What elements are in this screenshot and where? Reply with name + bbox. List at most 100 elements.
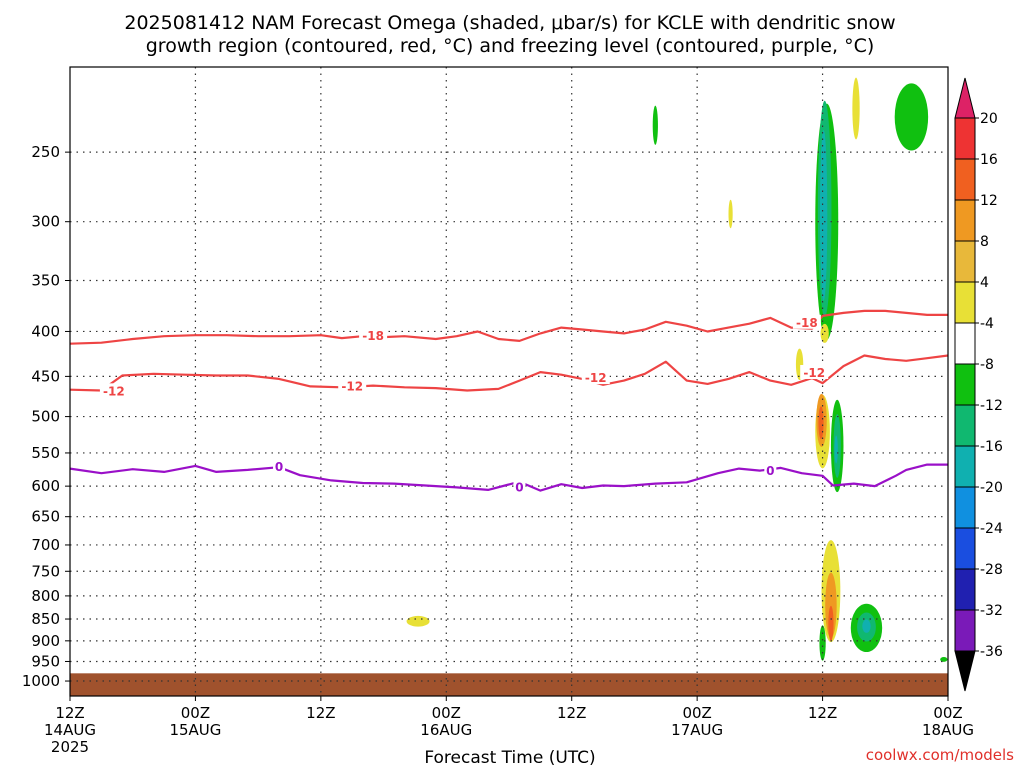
- y-tick-label-450: 450: [31, 367, 60, 385]
- y-tick-label-300: 300: [31, 213, 60, 231]
- colorbar-box-2: [954, 199, 976, 242]
- y-tick-label-650: 650: [31, 508, 60, 526]
- contour-label-bg-2: [99, 383, 128, 398]
- chart-title-line1: 2025081412 NAM Forecast Omega (shaded, μ…: [124, 12, 895, 34]
- colorbar-box-11: [954, 568, 976, 611]
- chart-title-line2: growth region (contoured, red, °C) and f…: [146, 35, 875, 57]
- colorbar-box-8: [954, 445, 976, 488]
- x-tick-label-6-1: 12Z: [808, 704, 837, 722]
- x-tick-label-5-2: 17AUG: [671, 721, 723, 739]
- x-tick-label-2-1: 12Z: [306, 704, 335, 722]
- x-axis-label: Forecast Time (UTC): [424, 748, 595, 768]
- plot-area: 250 300 350 400 450 500 550 600 650 700 750 800 850 9…: [22, 66, 974, 756]
- omega-patch-11: [818, 406, 824, 440]
- contour-label-bg-6: [273, 459, 286, 474]
- colorbar-label-9: -20: [980, 480, 1003, 496]
- omega-patch-3: [894, 83, 929, 151]
- colorbar-label-13: -36: [980, 644, 1003, 660]
- x-tick-label-7-1: 00Z: [933, 704, 962, 722]
- contour-label-bg-5: [800, 364, 829, 379]
- omega-shading: [406, 77, 948, 662]
- colorbar-box-1: [954, 158, 976, 201]
- omega-patch-22: [406, 615, 430, 627]
- y-tick-label-800: 800: [31, 587, 60, 605]
- contour-label-bg-3: [338, 378, 367, 393]
- colorbar-box-5: [954, 322, 976, 365]
- x-tick-label-0-3: 2025: [51, 738, 89, 756]
- y-tick-label-500: 500: [31, 408, 60, 426]
- colorbar-box-12: [954, 609, 976, 652]
- colorbar-label-3: 8: [980, 234, 989, 250]
- contour-label-8: 0: [766, 464, 774, 478]
- x-tick-label-4-1: 12Z: [557, 704, 586, 722]
- omega-patch-2: [819, 129, 828, 301]
- plot-frame: [69, 66, 949, 697]
- contour-label-3: -12: [341, 379, 363, 393]
- colorbar: 20 16 12 8 4 -4 -8 -12 -16 -20 -24 -28 -32 -36: [954, 77, 1003, 692]
- y-tick-label-1000: 1000: [22, 672, 60, 690]
- contour-label-0: -18: [362, 329, 384, 343]
- x-tick-label-0-2: 14AUG: [44, 721, 96, 739]
- colorbar-box-7: [954, 404, 976, 447]
- y-tick-label-750: 750: [31, 562, 60, 580]
- colorbar-bottom-arrow: [954, 650, 976, 692]
- colorbar-label-10: -24: [980, 521, 1003, 537]
- contour-label-2: -12: [103, 384, 125, 398]
- x-tick-label-3-1: 00Z: [432, 704, 461, 722]
- colorbar-box-3: [954, 240, 976, 283]
- contour-label-bg-1: [792, 314, 821, 329]
- colorbar-label-5: -4: [980, 316, 994, 332]
- colorbar-label-11: -28: [980, 562, 1003, 578]
- omega-patch-5: [728, 199, 733, 229]
- colorbar-box-4: [954, 281, 976, 324]
- x-tick-label-5-1: 00Z: [682, 704, 711, 722]
- x-tick-label-1-1: 00Z: [181, 704, 210, 722]
- omega-patch-21: [862, 619, 871, 633]
- contour-label-bg-7: [513, 479, 526, 494]
- y-tick-label-550: 550: [31, 444, 60, 462]
- y-tick-label-250: 250: [31, 143, 60, 161]
- colorbar-label-2: 12: [980, 193, 998, 209]
- y-tick-label-600: 600: [31, 477, 60, 495]
- x-tick-label-7-2: 18AUG: [922, 721, 974, 739]
- colorbar-box-6: [954, 363, 976, 406]
- colorbar-label-4: 4: [980, 275, 989, 291]
- omega-patch-18: [819, 625, 826, 661]
- x-tick-label-1-2: 15AUG: [169, 721, 221, 739]
- omega-patch-16: [825, 572, 837, 638]
- y-tick-label-950: 950: [31, 652, 60, 670]
- contour-label-7: 0: [515, 480, 523, 494]
- contour-label-5: -12: [803, 366, 825, 380]
- x-tick-label-3-2: 16AUG: [420, 721, 472, 739]
- y-tick-label-350: 350: [31, 272, 60, 290]
- omega-patch-8: [820, 323, 829, 343]
- colorbar-box-0: [954, 117, 976, 160]
- colorbar-label-7: -12: [980, 398, 1003, 414]
- omega-patch-6: [852, 77, 860, 140]
- contour-label-bg-4: [581, 370, 610, 385]
- colorbar-label-8: -16: [980, 439, 1003, 455]
- x-tick-label-0-1: 12Z: [55, 704, 84, 722]
- credit-text: coolwx.com/models: [866, 746, 1014, 764]
- colorbar-label-6: -8: [980, 357, 994, 373]
- contour-label-1: -18: [796, 316, 818, 330]
- colorbar-label-0: 20: [980, 111, 998, 127]
- ground-fill: [70, 673, 948, 696]
- omega-patch-17: [828, 605, 834, 642]
- y-tick-label-850: 850: [31, 610, 60, 628]
- omega-patch-23: [940, 657, 948, 662]
- contour-label-bg-8: [764, 463, 777, 478]
- y-tick-label-400: 400: [31, 322, 60, 340]
- y-tick-label-700: 700: [31, 536, 60, 554]
- colorbar-top-arrow: [954, 77, 976, 119]
- omega-patch-14: [834, 435, 838, 464]
- colorbar-box-9: [954, 486, 976, 529]
- contour-label-bg-0: [359, 328, 388, 343]
- contour-label-6: 0: [275, 460, 283, 474]
- colorbar-box-10: [954, 527, 976, 570]
- contour-line-2: [69, 463, 948, 492]
- contour-label-4: -12: [585, 371, 607, 385]
- y-tick-label-900: 900: [31, 632, 60, 650]
- omega-patch-4: [652, 105, 658, 145]
